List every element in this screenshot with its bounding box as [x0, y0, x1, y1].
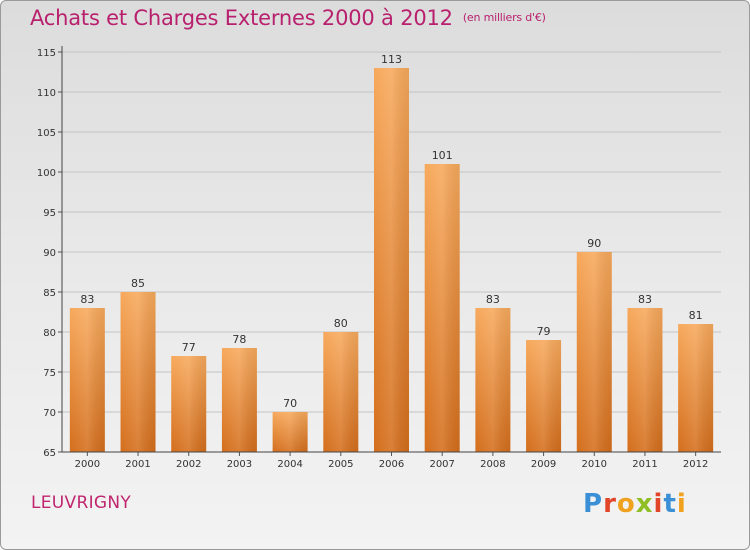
data-label: 113 [381, 53, 402, 66]
data-label: 85 [131, 277, 145, 290]
chart-title: Achats et Charges Externes 2000 à 2012 (e… [30, 6, 546, 30]
bar-shine [171, 356, 207, 452]
bar-shine [323, 332, 359, 452]
bar-shine [526, 340, 562, 452]
y-tick-label: 75 [43, 368, 56, 379]
x-tick-label: 2005 [328, 459, 353, 470]
bar-shine [678, 324, 714, 452]
data-label: 90 [587, 237, 601, 250]
data-label: 70 [283, 397, 297, 410]
x-tick-label: 2012 [683, 459, 708, 470]
x-tick-label: 2001 [125, 459, 150, 470]
bar-shine [576, 252, 612, 452]
bar-shine [272, 412, 308, 452]
y-tick-label: 70 [43, 408, 56, 419]
chart-title-text: Achats et Charges Externes 2000 à 2012 [30, 6, 453, 30]
y-tick-label: 80 [43, 328, 56, 339]
axis-layer: 65 70 75 80 85 90 95 100 105 110 115 2000 2001 2002 20… [37, 46, 721, 470]
bar-shine [374, 68, 409, 452]
data-label: 78 [232, 333, 246, 346]
x-tick-label: 2010 [582, 459, 607, 470]
chart-subtitle: (en milliers d'€) [462, 11, 546, 24]
data-label: 80 [334, 317, 348, 330]
bar-shine [424, 164, 460, 452]
logo-letter: r [603, 489, 617, 519]
data-label: 81 [689, 309, 703, 322]
logo-letter: x [635, 489, 654, 519]
bar-shine [120, 292, 156, 452]
bar-layer: 83 85 77 78 70 80 113 101 83 79 90 83 81 [69, 53, 714, 452]
logo-letter: P [583, 489, 604, 519]
x-tick-label: 2002 [176, 459, 201, 470]
x-tick-label: 2009 [531, 459, 556, 470]
logo-letter: t [663, 489, 677, 519]
x-tick-label: 2008 [480, 459, 505, 470]
proxiti-logo[interactable]: Proxiti [583, 489, 687, 519]
y-tick-label: 95 [43, 208, 56, 219]
data-label: 83 [638, 293, 652, 306]
data-label: 77 [182, 341, 196, 354]
y-tick-label: 105 [37, 128, 56, 139]
y-tick-label: 115 [37, 48, 56, 59]
y-tick-label: 65 [43, 448, 56, 459]
bar-shine [221, 348, 257, 452]
x-tick-label: 2004 [277, 459, 302, 470]
data-label: 83 [486, 293, 500, 306]
y-tick-label: 85 [43, 288, 56, 299]
bar-shine [627, 308, 663, 452]
logo-letter: i [676, 489, 687, 519]
y-tick-label: 90 [43, 248, 56, 259]
bar-shine [69, 308, 105, 452]
x-tick-label: 2007 [429, 459, 454, 470]
x-tick-label: 2006 [379, 459, 404, 470]
logo-letter: o [616, 489, 636, 519]
data-label: 79 [537, 325, 551, 338]
x-tick-label: 2011 [632, 459, 657, 470]
bar-shine [475, 308, 511, 452]
y-tick-label: 110 [37, 88, 56, 99]
x-tick-label: 2003 [227, 459, 252, 470]
logo-letter: i [653, 489, 664, 519]
x-tick-label: 2000 [75, 459, 100, 470]
commune-name: LEUVRIGNY [31, 493, 132, 513]
data-label: 101 [432, 149, 453, 162]
data-label: 83 [80, 293, 94, 306]
y-tick-label: 100 [37, 168, 56, 179]
